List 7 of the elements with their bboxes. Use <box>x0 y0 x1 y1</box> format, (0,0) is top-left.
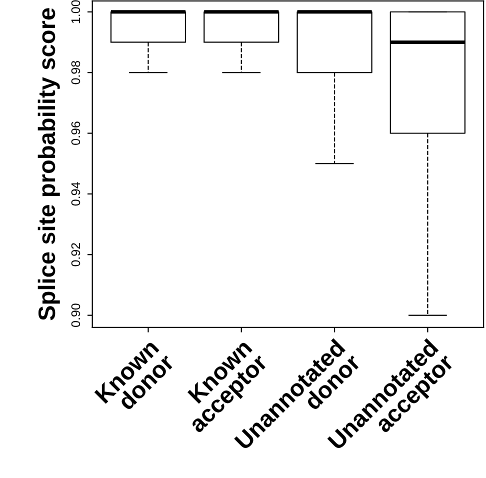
y-tick-label: 0.96 <box>71 122 80 145</box>
y-tick-label: 1.00 <box>71 0 80 24</box>
y-tick-label: 0.98 <box>71 60 80 84</box>
y-axis-title: Splice site probability score <box>38 8 60 320</box>
y-tick-label: 0.94 <box>71 182 80 206</box>
y-tick-label: 0.92 <box>71 243 80 266</box>
y-tick-label: 0.90 <box>71 304 80 327</box>
